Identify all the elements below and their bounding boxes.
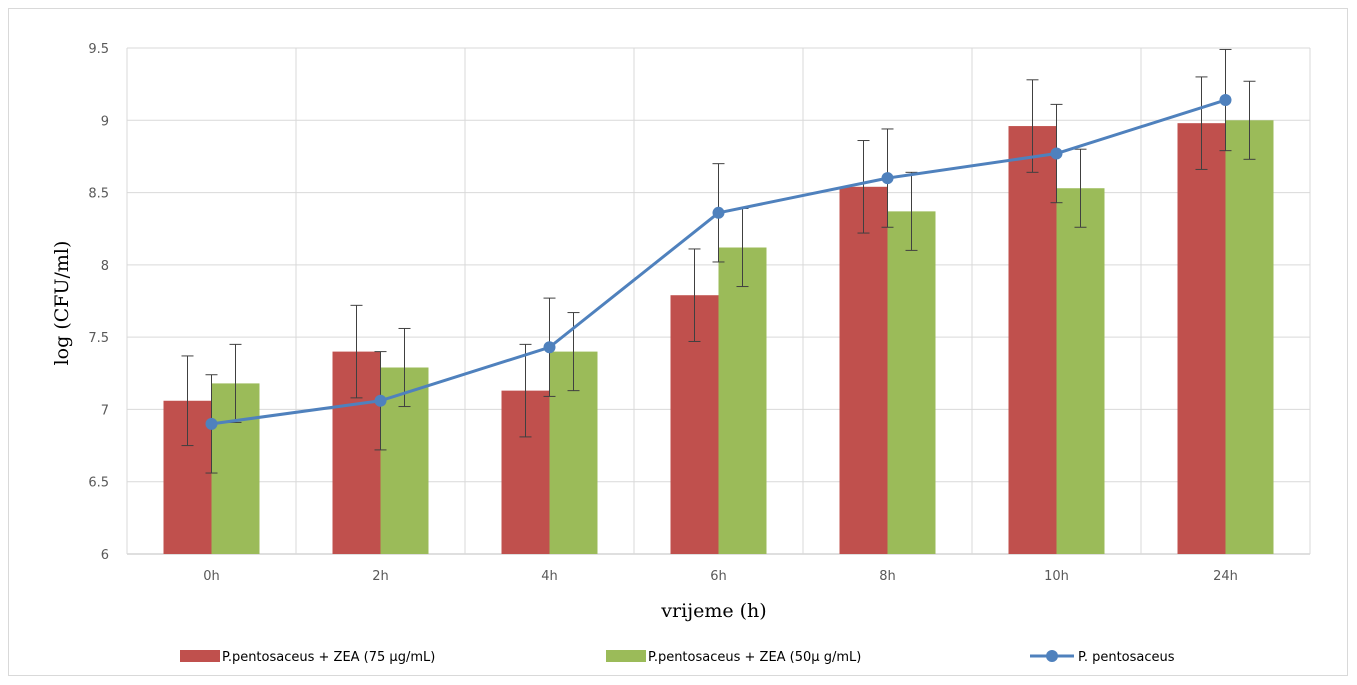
data-point	[881, 172, 894, 185]
x-tick-labels: 0h 2h 4h 6h 8h 10h 24h	[203, 569, 1238, 584]
data-point	[712, 206, 725, 219]
bar	[887, 211, 936, 554]
line-series	[205, 94, 1232, 430]
y-tick-labels: 6 6.5 7 7.5 8 8.5 9 9.5	[88, 42, 109, 563]
legend-swatch	[606, 650, 646, 662]
x-tick-label: 24h	[1213, 569, 1238, 584]
legend-label: P.pentosaceus + ZEA (75 µg/mL)	[222, 650, 435, 665]
y-tick-label: 9	[101, 114, 109, 129]
legend-marker	[1046, 650, 1058, 662]
bar	[1225, 120, 1274, 555]
x-tick-label: 4h	[541, 569, 558, 584]
y-tick-label: 7.5	[88, 331, 109, 346]
x-tick-label: 6h	[710, 569, 727, 584]
data-point	[543, 341, 556, 354]
error-bars	[181, 48, 1256, 474]
y-tick-label: 8	[101, 259, 109, 274]
legend-label: P.pentosaceus + ZEA (50µ g/mL)	[648, 650, 861, 665]
legend-label: P. pentosaceus	[1078, 650, 1175, 665]
y-tick-label: 6	[101, 548, 109, 563]
legend-swatch	[180, 650, 220, 662]
legend: P.pentosaceus + ZEA (75 µg/mL) P.pentosac…	[180, 650, 1175, 665]
data-point	[1050, 147, 1063, 160]
y-axis-title: log (CFU/ml)	[51, 241, 73, 366]
data-point	[1219, 94, 1232, 107]
x-axis-title: vrijeme (h)	[660, 600, 766, 622]
x-tick-label: 0h	[203, 569, 220, 584]
y-tick-label: 8.5	[88, 187, 109, 202]
bar	[839, 186, 888, 554]
x-tick-label: 8h	[879, 569, 896, 584]
y-tick-label: 9.5	[88, 42, 109, 57]
y-tick-label: 7	[101, 403, 109, 418]
bar	[718, 247, 767, 554]
bar	[1177, 123, 1226, 555]
grid-lines	[126, 47, 1311, 555]
data-point	[205, 417, 218, 430]
y-tick-label: 6.5	[88, 476, 109, 491]
bar	[1056, 188, 1105, 554]
bar	[1008, 126, 1057, 554]
x-tick-label: 2h	[372, 569, 389, 584]
x-tick-label: 10h	[1044, 569, 1069, 584]
data-point	[374, 394, 387, 407]
